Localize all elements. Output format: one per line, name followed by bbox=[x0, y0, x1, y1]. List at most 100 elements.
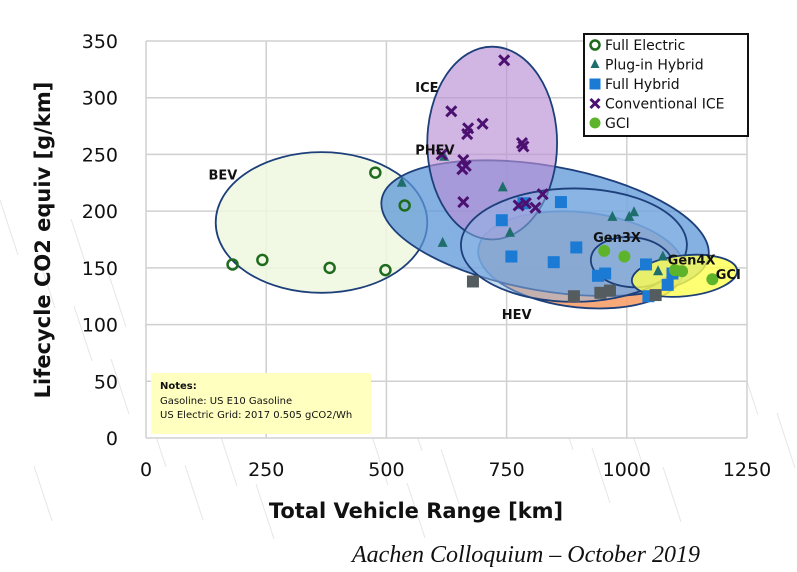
group-regions bbox=[214, 45, 739, 310]
point-hev-grey bbox=[567, 290, 580, 303]
point-plug-in-hybrid bbox=[607, 210, 618, 221]
y-axis-label: Lifecycle CO2 equiv [g/km] bbox=[31, 82, 55, 399]
background-streak bbox=[36, 252, 56, 309]
background-streak bbox=[33, 465, 53, 522]
point-full-hybrid bbox=[661, 278, 674, 291]
point-conventional-ice bbox=[498, 54, 511, 67]
point-full-hybrid bbox=[570, 241, 583, 254]
point-conventional-ice bbox=[519, 197, 532, 210]
point-gci bbox=[706, 273, 719, 286]
label-hev: HEV bbox=[502, 308, 532, 323]
point-full-electric bbox=[398, 199, 411, 212]
label-bev: BEV bbox=[209, 168, 238, 183]
background-streak bbox=[107, 271, 127, 328]
y-tick-label: 300 bbox=[82, 88, 118, 110]
point-plug-in-hybrid bbox=[653, 265, 664, 276]
legend-marker-full-hybrid bbox=[589, 78, 601, 90]
y-tick-label: 250 bbox=[82, 144, 118, 166]
label-gen3x: Gen3X bbox=[593, 231, 641, 246]
point-conventional-ice bbox=[476, 117, 489, 130]
point-hev-grey bbox=[603, 284, 616, 297]
point-plug-in-hybrid bbox=[624, 210, 635, 221]
x-tick-label: 750 bbox=[488, 459, 524, 481]
legend-marker-gci bbox=[589, 117, 601, 129]
point-full-electric bbox=[226, 258, 239, 271]
notes-line-gasoline: Gasoline: US E10 Gasoline bbox=[160, 396, 292, 407]
legend-marker-full-electric bbox=[589, 39, 601, 51]
point-conventional-ice bbox=[445, 105, 458, 118]
point-conventional-ice bbox=[459, 159, 472, 172]
background-streak bbox=[218, 430, 238, 487]
background-streak bbox=[0, 199, 19, 256]
point-gci bbox=[598, 244, 611, 257]
point-hev-grey bbox=[649, 289, 662, 302]
point-full-electric bbox=[323, 261, 336, 275]
y-tick-label: 200 bbox=[82, 201, 118, 223]
point-plug-in-hybrid bbox=[657, 250, 668, 261]
point-conventional-ice bbox=[461, 127, 474, 141]
x-tick-label: 500 bbox=[368, 459, 404, 481]
notes-title: Notes: bbox=[160, 381, 197, 392]
legend: Full Electric Plug-in Hybrid Full Hybrid Co… bbox=[583, 33, 749, 137]
background-streak bbox=[73, 305, 93, 362]
legend-label: Full Hybrid bbox=[605, 77, 680, 93]
point-hev-grey bbox=[466, 275, 479, 288]
x-axis-label: Total Vehicle Range [km] bbox=[269, 499, 563, 523]
legend-label: Conventional ICE bbox=[605, 97, 724, 113]
point-full-electric bbox=[379, 263, 392, 277]
x-tick-label: 1250 bbox=[723, 459, 771, 481]
background-streak bbox=[776, 412, 796, 469]
point-conventional-ice bbox=[457, 196, 470, 209]
notes-line-grid: US Electric Grid: 2017 0.505 gCO2/Wh bbox=[160, 410, 352, 421]
point-plug-in-hybrid bbox=[497, 181, 508, 192]
label-gci: GCI bbox=[716, 268, 741, 283]
point-plug-in-hybrid bbox=[396, 176, 407, 187]
y-tick-label: 100 bbox=[82, 315, 118, 337]
x-axis-ticks: 0 250 500 750 1000 1250 bbox=[140, 459, 771, 481]
legend-label: Full Electric bbox=[605, 38, 685, 54]
point-gci bbox=[618, 250, 631, 263]
y-tick-label: 150 bbox=[82, 258, 118, 280]
background-streak bbox=[110, 358, 130, 415]
label-gen4x: Gen4X bbox=[668, 253, 716, 268]
point-full-hybrid bbox=[495, 214, 508, 227]
point-gci bbox=[676, 265, 689, 278]
label-phev: PHEV bbox=[415, 143, 454, 158]
background-streak bbox=[184, 464, 204, 521]
x-tick-label: 0 bbox=[140, 459, 152, 481]
x-tick-label: 1000 bbox=[603, 459, 651, 481]
point-plug-in-hybrid bbox=[629, 206, 640, 217]
legend-marker-plug-in-hybrid bbox=[590, 59, 600, 68]
y-axis-ticks: 0 50 100 150 200 250 300 350 bbox=[82, 31, 118, 450]
background-streak bbox=[662, 466, 682, 523]
point-full-hybrid bbox=[640, 258, 653, 271]
y-tick-label: 0 bbox=[106, 428, 118, 450]
point-full-hybrid bbox=[505, 250, 518, 263]
footer-caption: Aachen Colloquium – October 2019 bbox=[350, 542, 700, 568]
x-tick-label: 250 bbox=[248, 459, 284, 481]
point-full-electric bbox=[256, 253, 269, 267]
legend-label: Plug-in Hybrid bbox=[605, 58, 704, 74]
point-conventional-ice bbox=[435, 148, 448, 161]
point-plug-in-hybrid bbox=[437, 236, 448, 247]
background-streak bbox=[255, 483, 275, 540]
point-conventional-ice bbox=[517, 140, 530, 153]
point-full-hybrid bbox=[599, 267, 612, 280]
point-conventional-ice bbox=[529, 201, 542, 214]
legend-label: GCI bbox=[605, 116, 630, 132]
label-ice: ICE bbox=[415, 81, 438, 96]
data-points bbox=[226, 54, 719, 303]
background-streak bbox=[406, 482, 426, 539]
legend-marker-conventional-ice bbox=[589, 97, 601, 110]
background-streak bbox=[70, 218, 90, 275]
y-tick-label: 50 bbox=[94, 371, 118, 393]
point-full-hybrid bbox=[554, 196, 567, 209]
background-streak bbox=[440, 448, 460, 505]
point-hev-grey bbox=[594, 286, 607, 299]
background-streak bbox=[591, 447, 611, 504]
point-full-electric bbox=[369, 166, 382, 179]
background-streak bbox=[369, 429, 389, 486]
point-plug-in-hybrid bbox=[504, 226, 515, 237]
